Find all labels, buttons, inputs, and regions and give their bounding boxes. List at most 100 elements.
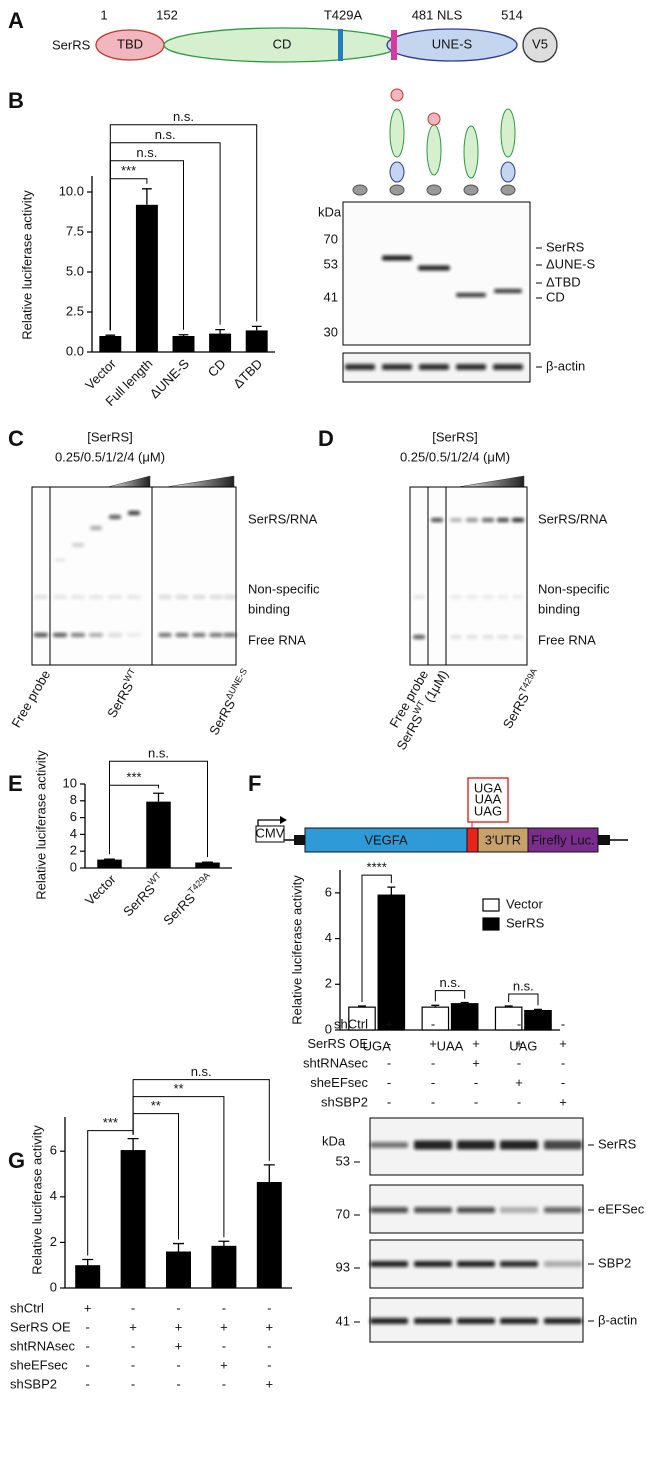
marker-label: 53 (324, 256, 338, 271)
treatment-name: shSBP2 (10, 1376, 57, 1391)
label-superscript: T429A (518, 667, 540, 695)
significance-label: n.s. (191, 1064, 212, 1079)
marker-label: 41 (324, 289, 338, 304)
band-label: binding (538, 601, 580, 616)
concentration-wedge (451, 475, 525, 489)
domain-v5 (522, 27, 558, 63)
loading-band (419, 364, 449, 370)
bar (256, 1181, 282, 1288)
treatment-sign: - (86, 1338, 90, 1353)
band (128, 511, 140, 515)
band (456, 293, 486, 297)
band (544, 1261, 582, 1267)
band (500, 1318, 538, 1324)
band (90, 526, 102, 530)
band (127, 595, 141, 599)
panel-label: B (8, 88, 24, 113)
band (457, 1318, 495, 1324)
domain-une-s (386, 28, 518, 62)
bar (524, 1009, 552, 1031)
significance-label: ** (173, 1081, 183, 1096)
domain-name: UNE-S (432, 36, 473, 51)
residue-position: T429A (324, 7, 363, 22)
y-tick-label: 6 (70, 809, 77, 824)
y-tick-label: 2 (70, 843, 77, 858)
treatment-sign: - (86, 1376, 90, 1391)
treatment-name: shtRNAsec (303, 1055, 369, 1070)
significance-bracket (361, 874, 392, 1002)
band (72, 543, 84, 547)
error-bar (153, 792, 164, 802)
construct-v5 (389, 184, 405, 196)
x-tick-label: UAG (509, 1038, 537, 1053)
treatment-sign: - (431, 1016, 435, 1031)
band (482, 595, 494, 599)
lane-label: Free probe (9, 668, 54, 731)
band (53, 633, 67, 637)
band-label: SerRS/RNA (248, 511, 318, 526)
marker-label: 70 (336, 1206, 350, 1221)
concentration-range: 0.25/0.5/1/2/4 (μM) (400, 449, 510, 464)
band-label: Non-specific (248, 581, 320, 596)
reporter-box (527, 827, 599, 853)
construct-v5 (352, 184, 368, 196)
y-tick-label: 6 (325, 884, 332, 899)
band (158, 633, 172, 637)
treatment-sign: - (176, 1357, 180, 1372)
error-bar (178, 334, 189, 336)
bar (97, 859, 122, 868)
protein-name: SerRS (52, 37, 91, 52)
marker-label: 30 (324, 324, 338, 339)
error-bar (105, 334, 116, 336)
band (414, 1261, 452, 1267)
treatment-name: sheEFsec (310, 1075, 368, 1090)
treatment-sign: - (517, 1055, 521, 1070)
significance-label: n.s. (513, 978, 534, 993)
bar (421, 1006, 450, 1031)
treatment-sign: - (267, 1357, 271, 1372)
construct-v5 (500, 184, 516, 196)
treatment-sign: + (266, 1319, 274, 1334)
band (175, 633, 189, 637)
band (500, 1207, 538, 1213)
x-tick-label: UAA (437, 1038, 464, 1053)
panel-label: F (248, 771, 261, 796)
band (431, 518, 443, 522)
error-bar (173, 1242, 184, 1252)
stop-codon: UAA (475, 791, 502, 806)
stop-codon: UAG (474, 803, 502, 818)
error-bar (251, 325, 262, 331)
band (500, 1261, 538, 1267)
label-main: SerRS (206, 697, 238, 738)
treatment-sign: - (474, 1075, 478, 1090)
treatment-sign: - (176, 1376, 180, 1391)
band (457, 1261, 495, 1267)
band-label: binding (248, 601, 290, 616)
band-label: SerRS/RNA (538, 511, 608, 526)
treatment-name: shCtrl (334, 1016, 368, 1031)
legend-swatch (482, 917, 500, 931)
label-superscript: WT (122, 666, 138, 684)
x-tick-label: SerRST429A (159, 870, 217, 928)
band (450, 518, 462, 522)
error-bar (358, 1005, 366, 1008)
y-tick-label: 6 (50, 1143, 57, 1158)
error-bar (504, 1005, 513, 1008)
y-tick-label: 4 (70, 826, 77, 841)
band (497, 518, 509, 522)
band (108, 595, 122, 599)
error-bar (215, 328, 225, 334)
x-tick-label: Vector (82, 871, 119, 908)
treatment-name: shSBP2 (321, 1094, 368, 1109)
treatment-sign: + (515, 1075, 523, 1090)
treatment-sign: + (266, 1376, 274, 1391)
treatment-sign: - (176, 1300, 180, 1315)
treatment-sign: + (515, 1036, 523, 1051)
band (414, 1140, 452, 1150)
band (71, 595, 85, 599)
domain-name: CD (273, 36, 292, 51)
band (192, 595, 206, 599)
nls-site (391, 30, 397, 60)
residue-position: 1 (100, 7, 107, 22)
y-tick-label: 7.5 (66, 223, 84, 238)
